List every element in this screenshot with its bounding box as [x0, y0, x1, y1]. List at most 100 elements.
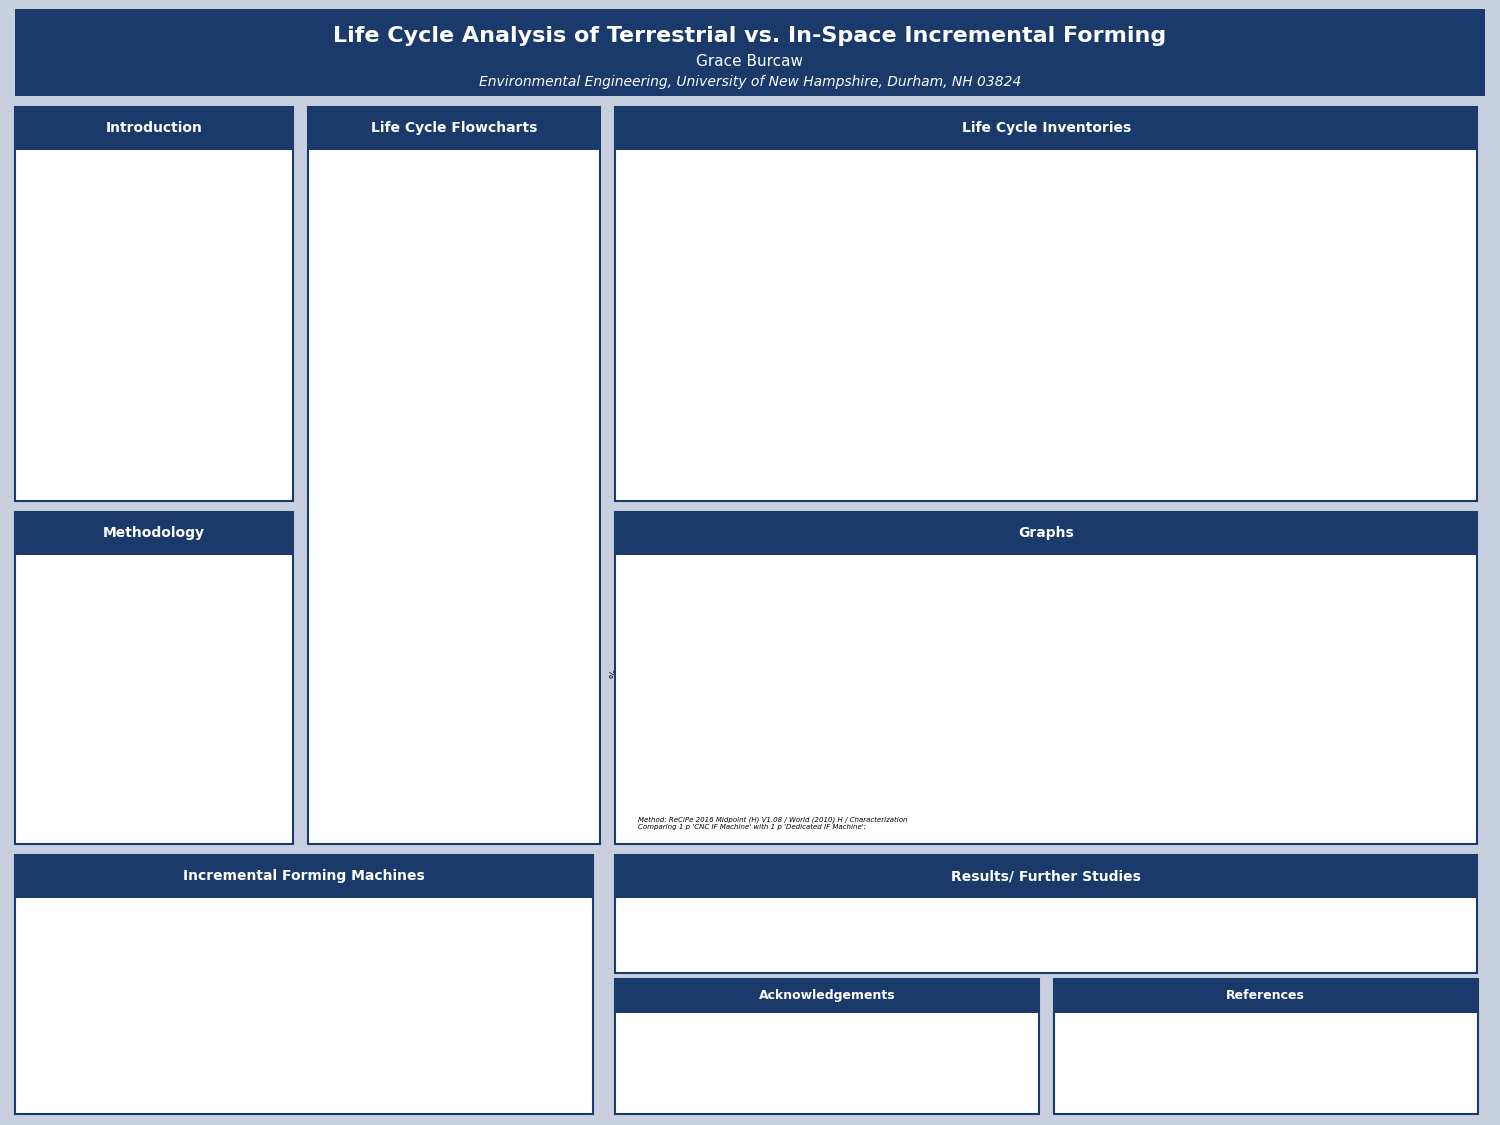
Text: Method: ReCiPe 2016 Midpoint (H) V1.08 / World (2010) H / Characterization
Compa: Method: ReCiPe 2016 Midpoint (H) V1.08 /…	[638, 817, 908, 830]
Text: Column: Column	[28, 971, 57, 980]
Text: Terrestrial: Terrestrial	[417, 170, 491, 183]
Text: NSF: NSF	[1419, 45, 1452, 61]
Text: ────: ────	[644, 260, 654, 264]
Text: Incremental Forming...: Incremental Forming...	[1090, 1100, 1180, 1109]
FancyBboxPatch shape	[1054, 229, 1461, 249]
Text: Clamping plate: Clamping plate	[520, 936, 579, 945]
Bar	[1116, 736, 1131, 759]
Text: •: •	[1065, 1054, 1071, 1063]
Text: Results/ Further Studies: Results/ Further Studies	[951, 870, 1142, 883]
Text: Life Cycle Phase for Terrestrial Manufacturing: Life Cycle Phase for Terrestrial Manufac…	[368, 423, 540, 432]
Bar	[1264, 604, 1280, 759]
Text: The case of Single Point: The case of Single Point	[1176, 1089, 1272, 1098]
Text: Dedicated Incremental Forming
Machine: Dedicated Incremental Forming Machine	[1149, 169, 1359, 197]
Bar	[1305, 747, 1322, 759]
Text: Backing plate: Backing plate	[526, 971, 579, 980]
Text: Dynamometer base: Dynamometer base	[28, 1042, 104, 1051]
FancyBboxPatch shape	[321, 548, 399, 637]
FancyBboxPatch shape	[152, 594, 230, 752]
Text: ────: ────	[1068, 472, 1077, 477]
Text: compare the environmental impacts of: compare the environmental impacts of	[28, 196, 219, 206]
FancyBboxPatch shape	[549, 562, 591, 602]
Text: including upstream and primary energy -: including upstream and primary energy -	[48, 399, 249, 410]
Text: Dynamomete: Dynamomete	[528, 1001, 579, 1010]
FancyBboxPatch shape	[1054, 462, 1461, 482]
FancyBboxPatch shape	[632, 364, 1038, 385]
Text: Journal of Environment and Engineering, 6(2) 242-252.: Journal of Environment and Engineering, …	[1090, 1077, 1310, 1086]
Text: Used to compare environmental tradeoffs to: Used to compare environmental tradeoffs …	[48, 455, 264, 465]
Bar	[786, 740, 802, 759]
Text: Hirogaki, T. (2011): Hirogaki, T. (2011)	[1090, 1054, 1166, 1063]
Text: ────: ────	[644, 338, 654, 341]
FancyBboxPatch shape	[632, 462, 1038, 482]
Text: Double Sided Incremental Forming Machine at: Double Sided Incremental Forming Machine…	[46, 780, 242, 789]
Text: •: •	[1065, 1016, 1071, 1026]
FancyBboxPatch shape	[632, 229, 1038, 249]
Bar	[1182, 747, 1197, 759]
Text: ────: ────	[644, 279, 654, 284]
Polygon shape	[27, 17, 111, 88]
Text: ────: ────	[644, 434, 654, 438]
Text: [Dedicated IF
Machine Photo]: [Dedicated IF Machine Photo]	[411, 992, 477, 1011]
Bar	[688, 604, 705, 759]
Legend: CNC IF Machine, Dedicated IF Machine: CNC IF Machine, Dedicated IF Machine	[1329, 593, 1450, 621]
Bar	[1017, 731, 1034, 759]
Text: ────: ────	[1068, 434, 1077, 438]
Text: Scale of Dedicated IF vs. CNC machine: Scale of Dedicated IF vs. CNC machine	[730, 924, 932, 934]
Text: Impact
Assessment: Impact Assessment	[57, 719, 114, 738]
Text: Complete rest of the life cycle phases for terrestrial and in-space manufacturin: Complete rest of the life cycle phases f…	[672, 937, 1092, 947]
Text: •: •	[27, 780, 33, 790]
Text: ────: ────	[1068, 279, 1077, 284]
Bar	[1059, 736, 1074, 759]
Text: Excel: Excel	[46, 832, 69, 842]
FancyBboxPatch shape	[1054, 287, 1461, 307]
Text: •: •	[639, 937, 645, 947]
Text: CNC Incremental Forming Machine: CNC Incremental Forming Machine	[45, 909, 248, 919]
Text: Life Cycle Analysis of Terrestrial vs. In-Space Incremental Forming: Life Cycle Analysis of Terrestrial vs. I…	[333, 26, 1167, 46]
FancyBboxPatch shape	[632, 268, 1038, 287]
Text: ────: ────	[1068, 260, 1077, 264]
Text: ────: ────	[1068, 357, 1077, 361]
FancyBboxPatch shape	[404, 246, 560, 282]
Text: [CNC Machine Photo]: [CNC Machine Photo]	[112, 997, 202, 1006]
Text: •: •	[28, 318, 36, 328]
Bar	[1322, 750, 1336, 759]
Text: Interpretation: Interpretation	[186, 639, 195, 706]
Bar	[992, 744, 1008, 759]
Text: human processes: human processes	[48, 345, 134, 356]
Text: Ingarao (2020): Ingarao (2020)	[1090, 1089, 1152, 1098]
Text: Inventory
Analysis: Inventory Analysis	[63, 666, 108, 685]
Circle shape	[1398, 22, 1473, 83]
Bar	[1222, 747, 1239, 759]
FancyBboxPatch shape	[1054, 404, 1461, 423]
FancyBboxPatch shape	[404, 470, 560, 510]
Text: Machine Operations/Product Manufacturing: Machine Operations/Product Manufacturing	[398, 305, 566, 314]
FancyBboxPatch shape	[632, 345, 1038, 364]
FancyBboxPatch shape	[1054, 423, 1461, 442]
Text: Dedicated Incremental Forming Machine has bigger environmental impact: Dedicated Incremental Forming Machine ha…	[672, 909, 1060, 918]
FancyBboxPatch shape	[1054, 249, 1461, 268]
Text: ────: ────	[644, 222, 654, 225]
Bar	[976, 740, 992, 759]
Text: ────: ────	[1068, 222, 1077, 225]
Text: Project Goal: Project Goal	[28, 165, 96, 176]
Text: •: •	[27, 816, 33, 826]
Text: incremental forming for terrestrial vs. in-space: incremental forming for terrestrial vs. …	[28, 226, 258, 236]
Text: •: •	[28, 455, 36, 465]
Text: ────: ────	[1068, 376, 1077, 380]
Text: •: •	[1065, 1089, 1071, 1099]
Text: ────: ────	[644, 298, 654, 303]
FancyBboxPatch shape	[404, 565, 560, 600]
Text: Incremental Forming Machines: Incremental Forming Machines	[183, 870, 424, 883]
Text: Machine
Maintenance: Machine Maintenance	[334, 309, 384, 328]
Text: Transportation of Machine: Transportation of Machine	[432, 260, 531, 269]
Bar	[1362, 726, 1377, 759]
Text: Assembly and Manufacturing of Machine: Assembly and Manufacturing of Machine	[404, 485, 560, 494]
Text: Disposal: Disposal	[465, 623, 498, 632]
FancyBboxPatch shape	[632, 442, 1038, 462]
FancyBboxPatch shape	[632, 326, 1038, 345]
Text: •: •	[27, 832, 33, 843]
Text: John Olson Manufacturing Center: John Olson Manufacturing Center	[46, 799, 186, 808]
Text: Applied Sciences]: Applied Sciences]	[1090, 1043, 1161, 1052]
FancyBboxPatch shape	[1054, 268, 1461, 287]
